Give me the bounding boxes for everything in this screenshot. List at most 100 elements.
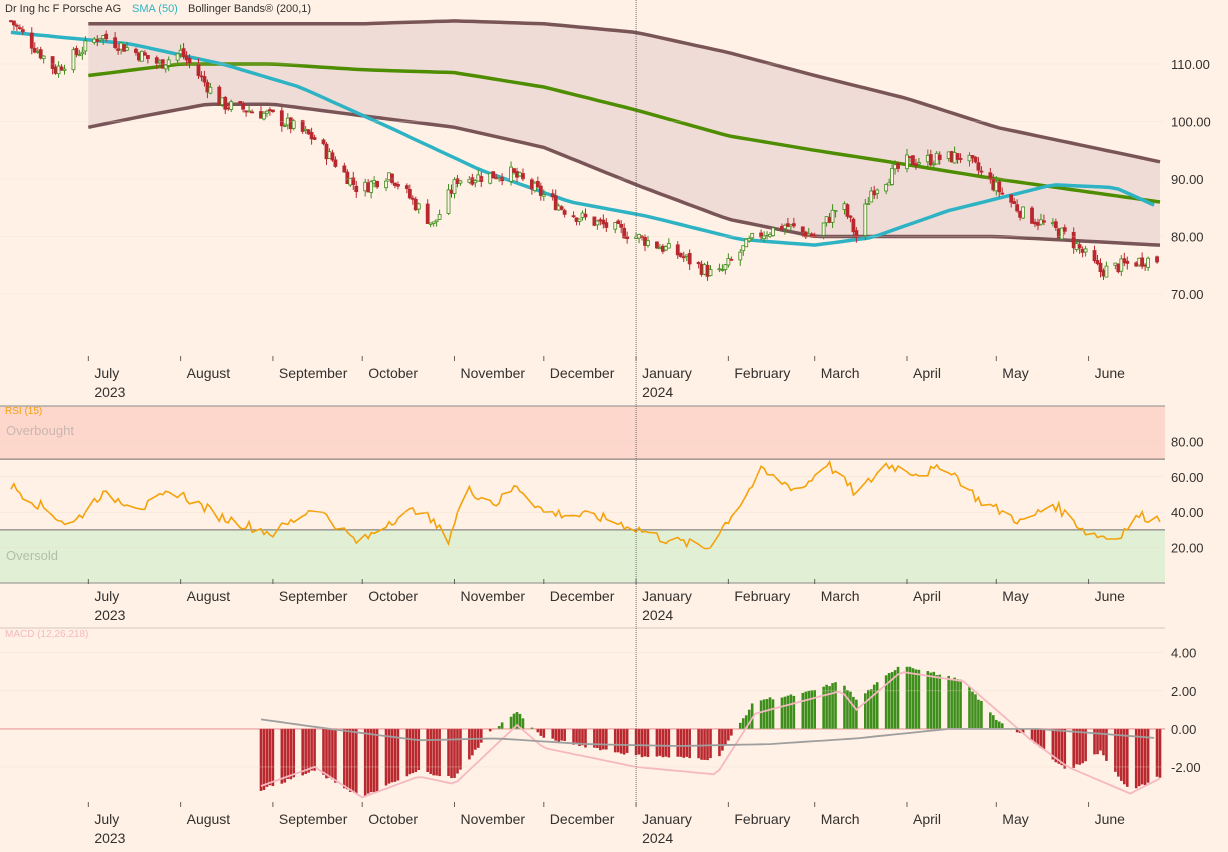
candle-body — [434, 219, 439, 223]
candle-body — [768, 234, 772, 237]
candle-body — [1053, 221, 1058, 229]
macd-histogram-bar — [1039, 728, 1043, 748]
legend-bollinger[interactable]: Bollinger Bands® (200,1) — [188, 3, 311, 15]
candle-body — [884, 184, 889, 192]
macd-histogram-bar — [661, 728, 665, 758]
month-label: November — [460, 365, 525, 381]
rsi-y-tick-label: 40.00 — [1171, 505, 1204, 520]
legend-ticker[interactable]: Dr Ing hc F Porsche AG — [5, 3, 121, 15]
candle-body — [681, 256, 686, 259]
macd-histogram-bar — [646, 728, 650, 757]
macd-histogram-bar — [515, 712, 519, 729]
macd-histogram-bar — [843, 685, 846, 729]
macd-histogram-bar — [599, 728, 602, 751]
candle-body — [666, 243, 671, 249]
legend: Dr Ing hc F Porsche AG SMA (50) Bollinge… — [5, 3, 311, 640]
macd-histogram-bar — [959, 679, 962, 729]
candle-body — [872, 190, 877, 196]
candle-body — [723, 264, 728, 270]
macd-histogram-bar — [917, 669, 921, 729]
macd-histogram-bar — [822, 686, 825, 729]
candle-body — [658, 247, 662, 250]
candle-body — [32, 47, 37, 53]
candle-body — [1140, 257, 1145, 267]
candle-body — [687, 253, 692, 265]
macd-histogram-bar — [1114, 728, 1117, 772]
candle-body — [1095, 260, 1100, 265]
macd-histogram-bar — [584, 728, 587, 748]
candle-body — [1039, 219, 1043, 225]
candle-body — [372, 180, 377, 184]
macd-histogram-bar — [828, 686, 831, 729]
macd-histogram-bar — [685, 728, 688, 757]
macd-histogram-bar — [619, 728, 623, 754]
candle-body — [113, 37, 118, 49]
candle-body — [491, 171, 496, 179]
year-label: 2024 — [642, 384, 673, 400]
candle-body — [684, 254, 689, 257]
candle-body — [696, 262, 701, 265]
candle-body — [1074, 243, 1079, 250]
candle-body — [9, 20, 13, 23]
candle-body — [226, 107, 231, 110]
candle-body — [1146, 257, 1151, 268]
macd-histogram-bar — [363, 728, 367, 796]
month-label: August — [187, 365, 231, 381]
candle-body — [1033, 221, 1037, 225]
candle-body — [738, 251, 743, 261]
macd-histogram-bar — [432, 728, 435, 776]
macd-histogram-bar — [536, 728, 540, 733]
rsi-y-tick-label: 60.00 — [1171, 470, 1204, 485]
macd-histogram-bar — [929, 672, 933, 729]
candle-body — [244, 110, 249, 113]
macd-histogram-bar — [810, 690, 814, 729]
macd-histogram-bar — [730, 728, 733, 736]
macd-histogram-bar — [1146, 728, 1150, 783]
macd-histogram-bar — [738, 722, 742, 729]
candle-body — [780, 225, 784, 230]
candle-body — [300, 120, 305, 132]
macd-histogram-bar — [369, 728, 373, 793]
candle-body — [616, 220, 621, 225]
candle-body — [14, 24, 19, 27]
candle-body — [250, 111, 254, 114]
candle-body — [41, 55, 46, 59]
legend-sma[interactable]: SMA (50) — [132, 3, 178, 15]
macd-histogram-bar — [596, 728, 599, 749]
candle-body — [134, 48, 138, 53]
macd-histogram-bar — [1063, 728, 1067, 769]
candle-body — [476, 174, 481, 182]
candle-body — [387, 172, 391, 180]
candle-body — [979, 170, 984, 173]
bollinger-band-fill — [88, 20, 1160, 246]
candle-body — [619, 224, 624, 228]
candle-body — [991, 178, 996, 191]
macd-histogram-bar — [286, 728, 290, 779]
macd-histogram-bar — [846, 690, 849, 729]
month-label: August — [187, 811, 231, 827]
macd-histogram-bar — [289, 728, 293, 780]
candle-body — [967, 154, 972, 162]
macd-histogram-bar — [968, 686, 971, 729]
candle-body — [515, 171, 519, 178]
macd-histogram-bar — [869, 689, 873, 729]
month-label: May — [1002, 811, 1028, 827]
candle-body — [851, 218, 856, 233]
candle-body — [223, 96, 228, 110]
macd-histogram-bar — [744, 715, 748, 729]
candle-body — [934, 152, 939, 165]
axes: 110.00 100.00 90.00 80.00 70.00 80.00 60.00 40.… — [0, 0, 1211, 846]
candle-body — [788, 223, 793, 227]
candle-body — [1116, 263, 1121, 273]
macd-histogram-bar — [932, 671, 936, 729]
candle-body — [925, 154, 930, 163]
candle-body — [509, 166, 513, 182]
candle-body — [1009, 194, 1014, 203]
candle-body — [726, 258, 731, 266]
macd-histogram-bar — [1105, 728, 1108, 761]
macd-histogram-bar — [768, 697, 772, 729]
candle-body — [625, 236, 630, 240]
macd-histogram-bar — [613, 728, 617, 753]
candle-body — [729, 258, 734, 261]
candle-body — [98, 38, 103, 41]
